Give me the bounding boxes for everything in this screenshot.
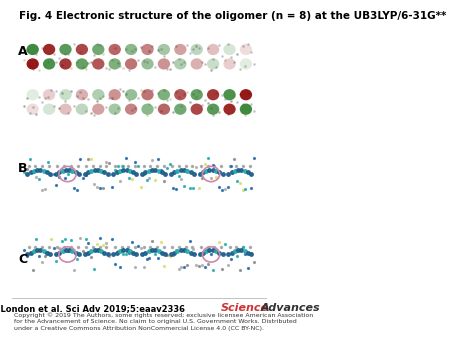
Ellipse shape: [43, 89, 55, 100]
Text: A. E. London et al. Sci Adv 2019;5:eaav2336: A. E. London et al. Sci Adv 2019;5:eaav2…: [0, 304, 185, 313]
Text: C: C: [18, 253, 27, 266]
Ellipse shape: [108, 103, 121, 115]
Ellipse shape: [240, 103, 252, 115]
Ellipse shape: [27, 89, 39, 100]
Ellipse shape: [190, 58, 203, 70]
Ellipse shape: [223, 103, 236, 115]
Ellipse shape: [158, 89, 170, 100]
Ellipse shape: [108, 89, 121, 100]
Ellipse shape: [43, 103, 55, 115]
Ellipse shape: [76, 44, 88, 55]
Ellipse shape: [92, 58, 104, 70]
Ellipse shape: [190, 89, 203, 100]
Ellipse shape: [76, 58, 88, 70]
Ellipse shape: [158, 44, 170, 55]
Ellipse shape: [158, 103, 170, 115]
Ellipse shape: [59, 44, 72, 55]
Ellipse shape: [174, 44, 186, 55]
Ellipse shape: [76, 103, 88, 115]
Ellipse shape: [125, 103, 137, 115]
Ellipse shape: [27, 44, 39, 55]
Ellipse shape: [207, 44, 219, 55]
Text: B: B: [18, 162, 27, 175]
Ellipse shape: [59, 89, 72, 100]
Ellipse shape: [207, 58, 219, 70]
Ellipse shape: [141, 44, 153, 55]
Ellipse shape: [223, 58, 236, 70]
Ellipse shape: [141, 103, 153, 115]
Ellipse shape: [158, 58, 170, 70]
Text: A: A: [18, 45, 28, 58]
Ellipse shape: [59, 103, 72, 115]
Ellipse shape: [223, 44, 236, 55]
Ellipse shape: [92, 44, 104, 55]
Ellipse shape: [59, 58, 72, 70]
Ellipse shape: [108, 58, 121, 70]
Ellipse shape: [190, 44, 203, 55]
Ellipse shape: [141, 58, 153, 70]
Text: Science: Science: [221, 303, 269, 313]
Ellipse shape: [240, 89, 252, 100]
Ellipse shape: [92, 103, 104, 115]
Ellipse shape: [190, 103, 203, 115]
Ellipse shape: [240, 58, 252, 70]
Ellipse shape: [43, 58, 55, 70]
Text: Fig. 4 Electronic structure of the oligomer (n = 8) at the UB3LYP/6-31G** level : Fig. 4 Electronic structure of the oligo…: [19, 11, 450, 21]
Ellipse shape: [174, 89, 186, 100]
Ellipse shape: [223, 89, 236, 100]
Ellipse shape: [174, 103, 186, 115]
Ellipse shape: [141, 89, 153, 100]
Ellipse shape: [43, 44, 55, 55]
Ellipse shape: [207, 89, 219, 100]
Ellipse shape: [27, 58, 39, 70]
Ellipse shape: [174, 58, 186, 70]
Ellipse shape: [125, 44, 137, 55]
Ellipse shape: [108, 44, 121, 55]
Ellipse shape: [125, 89, 137, 100]
Ellipse shape: [27, 103, 39, 115]
Ellipse shape: [125, 58, 137, 70]
Ellipse shape: [240, 44, 252, 55]
Ellipse shape: [92, 89, 104, 100]
Ellipse shape: [207, 103, 219, 115]
Ellipse shape: [76, 89, 88, 100]
Text: Advances: Advances: [261, 303, 320, 313]
Text: Copyright © 2019 The Authors, some rights reserved; exclusive licensee American : Copyright © 2019 The Authors, some right…: [14, 312, 314, 331]
